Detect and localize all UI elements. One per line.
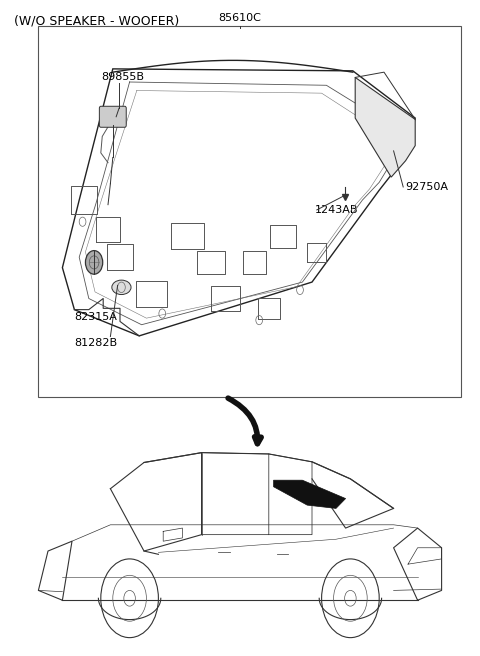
Text: 92750A: 92750A xyxy=(406,182,449,192)
Text: 81282B: 81282B xyxy=(74,338,118,348)
Ellipse shape xyxy=(112,280,131,295)
Polygon shape xyxy=(274,480,346,508)
Circle shape xyxy=(85,251,103,274)
Text: 1243AB: 1243AB xyxy=(314,205,358,215)
Polygon shape xyxy=(355,77,415,177)
Text: 82315A: 82315A xyxy=(74,312,117,321)
FancyArrowPatch shape xyxy=(228,398,261,443)
FancyBboxPatch shape xyxy=(99,106,126,127)
Text: (W/O SPEAKER - WOOFER): (W/O SPEAKER - WOOFER) xyxy=(14,14,180,28)
Text: 89855B: 89855B xyxy=(101,72,144,82)
Bar xyxy=(38,26,461,397)
Text: 85610C: 85610C xyxy=(218,13,262,23)
